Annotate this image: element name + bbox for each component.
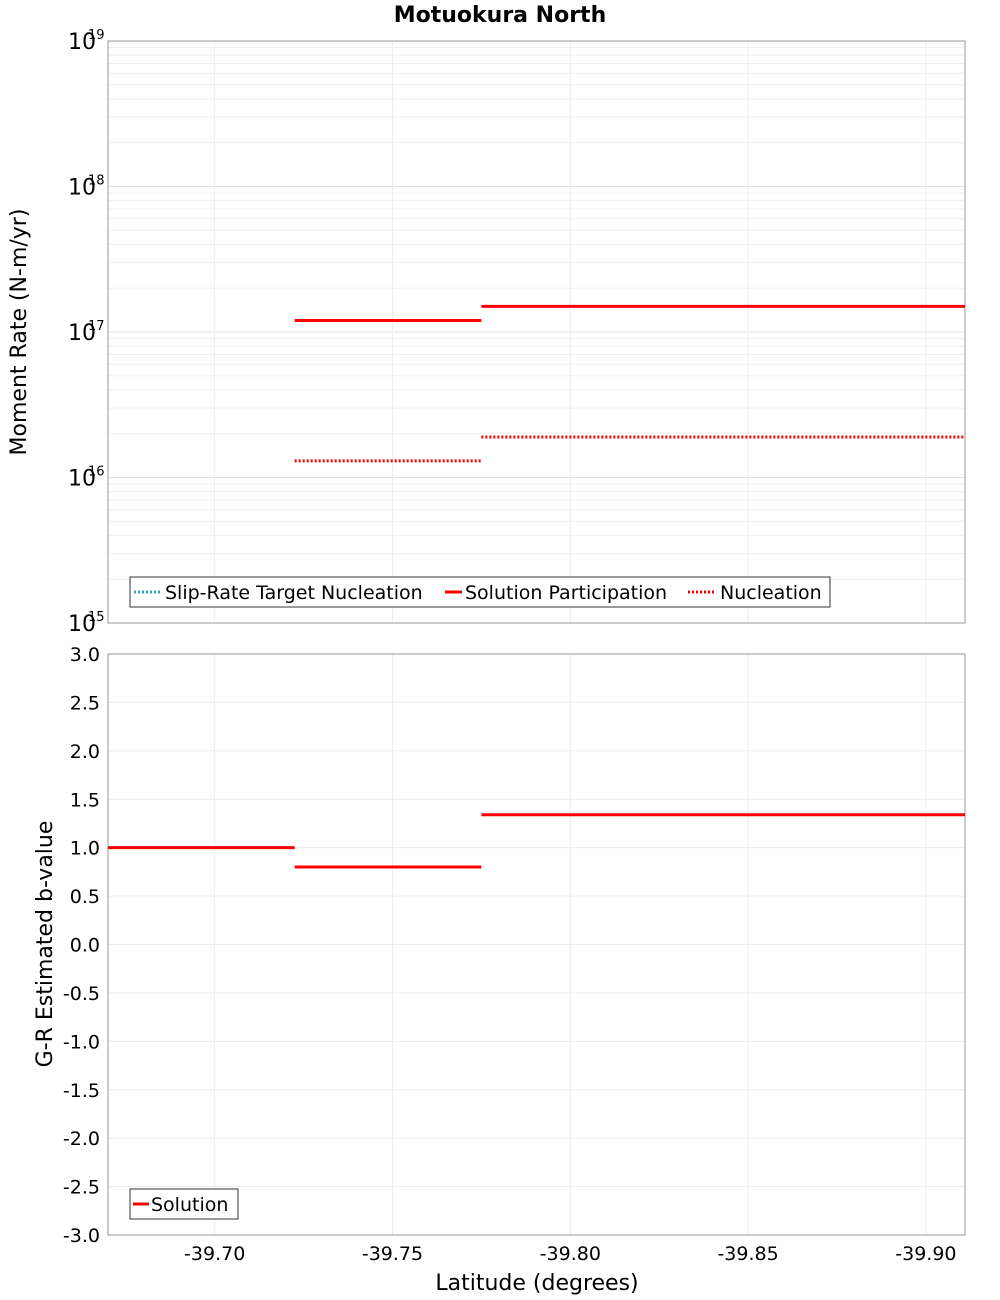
bottom-gridlines [108, 653, 965, 1236]
bottom-y-tick-label: 1.5 [70, 789, 100, 811]
legend-label-solution-participation: Solution Participation [465, 582, 667, 604]
top-y-tick-exponent: 16 [88, 465, 105, 480]
x-tick-labels: -39.70 -39.75 -39.80 -39.85 -39.90 [184, 1243, 956, 1265]
bottom-y-tick-label: -2.0 [63, 1128, 100, 1150]
top-gridlines [108, 41, 965, 624]
bottom-y-tick-label: -2.5 [63, 1177, 100, 1199]
top-y-tick-exponent: 17 [88, 319, 105, 334]
bottom-y-tick-label: 0.5 [70, 886, 100, 908]
bottom-y-tick-label: 3.0 [70, 644, 100, 666]
x-tick-label: -39.85 [717, 1243, 778, 1265]
top-y-tick-base: 10 [68, 612, 96, 637]
x-tick-label: -39.75 [362, 1243, 423, 1265]
chart-title: Motuokura North [394, 3, 607, 28]
legend-label-target-nucleation: Slip-Rate Target Nucleation [165, 582, 423, 604]
top-y-tick-exponent: 18 [88, 174, 105, 189]
x-tick-label: -39.90 [895, 1243, 956, 1265]
bottom-y-tick-label: 2.5 [70, 692, 100, 714]
top-y-tick-base: 10 [68, 467, 96, 492]
top-y-tick-base: 10 [68, 30, 96, 55]
bottom-y-axis-label: G-R Estimated b-value [33, 821, 58, 1068]
top-y-tick-base: 10 [68, 321, 96, 346]
bottom-y-tick-label: -0.5 [63, 983, 100, 1005]
top-series-lines [294, 304, 965, 463]
x-tick-label: -39.80 [540, 1243, 601, 1265]
top-plot-frame [107, 40, 966, 624]
x-axis-label: Latitude (degrees) [435, 1271, 638, 1296]
legend-label-solution: Solution [151, 1194, 228, 1216]
bottom-legend: Solution [129, 1188, 239, 1220]
legend-label-nucleation: Nucleation [720, 582, 822, 604]
top-y-tick-base: 10 [68, 176, 96, 201]
bottom-y-tick-label: -3.0 [63, 1225, 100, 1247]
bottom-y-tick-label: 2.0 [70, 741, 100, 763]
top-y-tick-exponent: 15 [88, 610, 105, 625]
top-y-tick-exponent: 19 [88, 28, 105, 43]
bottom-y-tick-label: -1.0 [63, 1031, 100, 1053]
top-y-axis-label: Moment Rate (N-m/yr) [7, 209, 32, 456]
bottom-y-tick-labels: 3.0 2.5 2.0 1.5 1.0 0.5 0.0 -0.5 -1.0 -1.5 -2.0 -2.… [63, 644, 100, 1247]
top-legend: Slip-Rate Target Nucleation Solution Par… [129, 576, 831, 608]
bottom-series-lines [108, 813, 965, 869]
bottom-y-tick-label: 1.0 [70, 838, 100, 860]
bottom-plot-frame [107, 653, 966, 1236]
bottom-y-tick-label: 0.0 [70, 935, 100, 957]
x-tick-label: -39.70 [184, 1243, 245, 1265]
bottom-y-tick-label: -1.5 [63, 1080, 100, 1102]
bottom-panel-b-value: 3.0 2.5 2.0 1.5 1.0 0.5 0.0 -0.5 -1.0 -1.5 -2.0 -2.… [33, 644, 966, 1296]
